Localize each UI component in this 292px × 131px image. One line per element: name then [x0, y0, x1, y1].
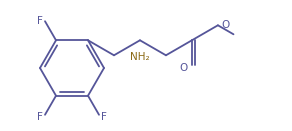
Text: F: F — [37, 16, 43, 26]
Text: O: O — [180, 63, 188, 73]
Text: NH₂: NH₂ — [130, 52, 150, 62]
Text: F: F — [37, 112, 43, 122]
Text: O: O — [222, 20, 230, 30]
Text: F: F — [101, 112, 107, 122]
